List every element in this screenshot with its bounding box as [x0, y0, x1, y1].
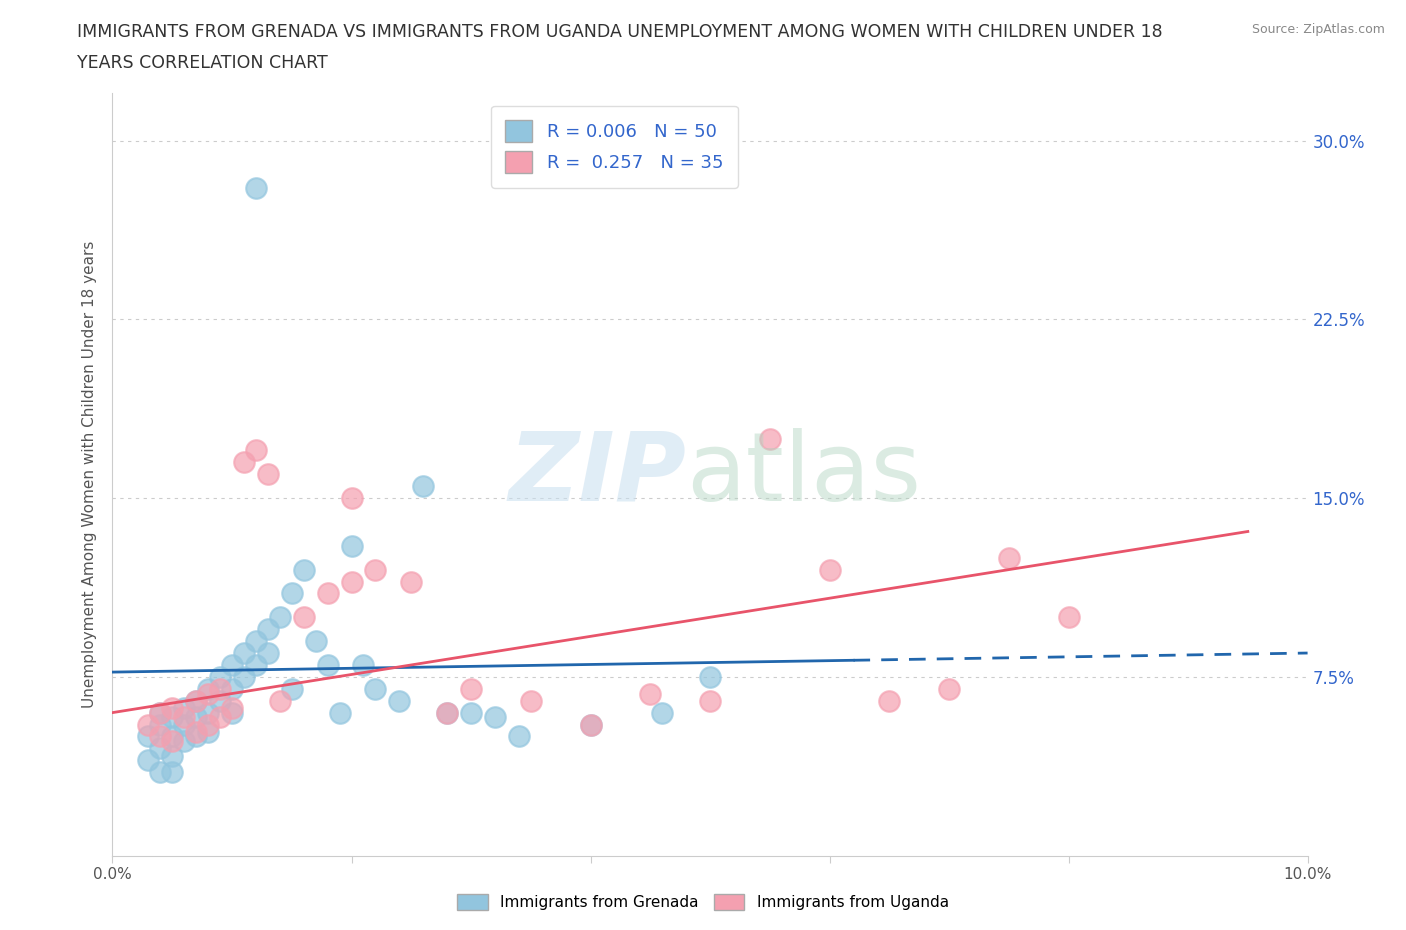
Point	[329, 705, 352, 720]
Point	[173, 717, 195, 732]
Point	[186, 693, 208, 708]
Point	[508, 729, 530, 744]
Point	[316, 586, 339, 601]
Point	[162, 729, 183, 744]
Point	[257, 467, 280, 482]
Point	[233, 455, 256, 470]
Point	[879, 693, 901, 708]
Point	[998, 551, 1021, 565]
Point	[149, 717, 172, 732]
Point	[197, 682, 219, 697]
Point	[162, 734, 183, 749]
Text: Source: ZipAtlas.com: Source: ZipAtlas.com	[1251, 23, 1385, 36]
Point	[257, 622, 280, 637]
Point	[579, 717, 602, 732]
Point	[316, 658, 339, 672]
Point	[197, 705, 219, 720]
Point	[138, 729, 160, 744]
Point	[162, 764, 183, 779]
Point	[149, 729, 172, 744]
Point	[209, 693, 232, 708]
Point	[436, 705, 458, 720]
Point	[340, 491, 363, 506]
Point	[221, 700, 243, 715]
Point	[149, 705, 172, 720]
Point	[209, 670, 232, 684]
Point	[173, 710, 195, 724]
Point	[292, 562, 315, 577]
Point	[651, 705, 673, 720]
Point	[221, 682, 243, 697]
Point	[388, 693, 411, 708]
Point	[484, 710, 506, 724]
Point	[579, 717, 602, 732]
Point	[162, 710, 183, 724]
Point	[233, 670, 256, 684]
Text: atlas: atlas	[686, 428, 921, 521]
Point	[162, 748, 183, 763]
Point	[818, 562, 841, 577]
Point	[245, 443, 267, 458]
Point	[186, 693, 208, 708]
Point	[245, 180, 267, 196]
Point	[245, 633, 267, 648]
Point	[460, 705, 482, 720]
Legend: Immigrants from Grenada, Immigrants from Uganda: Immigrants from Grenada, Immigrants from…	[450, 886, 956, 918]
Point	[305, 633, 328, 648]
Point	[364, 562, 387, 577]
Point	[197, 686, 219, 701]
Text: ZIP: ZIP	[508, 428, 686, 521]
Point	[640, 686, 662, 701]
Point	[1057, 610, 1080, 625]
Point	[699, 693, 721, 708]
Point	[149, 705, 172, 720]
Point	[412, 479, 434, 494]
Point	[149, 741, 172, 756]
Point	[257, 645, 280, 660]
Point	[292, 610, 315, 625]
Point	[209, 682, 232, 697]
Point	[281, 682, 304, 697]
Point	[162, 700, 183, 715]
Point	[759, 432, 782, 446]
Point	[340, 574, 363, 589]
Point	[233, 645, 256, 660]
Point	[197, 724, 219, 739]
Point	[209, 710, 232, 724]
Point	[173, 700, 195, 715]
Point	[221, 705, 243, 720]
Point	[281, 586, 304, 601]
Text: YEARS CORRELATION CHART: YEARS CORRELATION CHART	[77, 54, 328, 72]
Point	[353, 658, 375, 672]
Point	[173, 734, 195, 749]
Point	[186, 710, 208, 724]
Point	[269, 693, 291, 708]
Point	[138, 753, 160, 768]
Y-axis label: Unemployment Among Women with Children Under 18 years: Unemployment Among Women with Children U…	[82, 241, 97, 708]
Point	[436, 705, 458, 720]
Point	[340, 538, 363, 553]
Point	[699, 670, 721, 684]
Point	[401, 574, 423, 589]
Point	[186, 724, 208, 739]
Point	[269, 610, 291, 625]
Legend: R = 0.006   N = 50, R =  0.257   N = 35: R = 0.006 N = 50, R = 0.257 N = 35	[491, 106, 738, 188]
Point	[364, 682, 387, 697]
Point	[460, 682, 482, 697]
Point	[245, 658, 267, 672]
Point	[520, 693, 543, 708]
Point	[197, 717, 219, 732]
Point	[221, 658, 243, 672]
Text: IMMIGRANTS FROM GRENADA VS IMMIGRANTS FROM UGANDA UNEMPLOYMENT AMONG WOMEN WITH : IMMIGRANTS FROM GRENADA VS IMMIGRANTS FR…	[77, 23, 1163, 41]
Point	[149, 764, 172, 779]
Point	[938, 682, 960, 697]
Point	[138, 717, 160, 732]
Point	[186, 729, 208, 744]
